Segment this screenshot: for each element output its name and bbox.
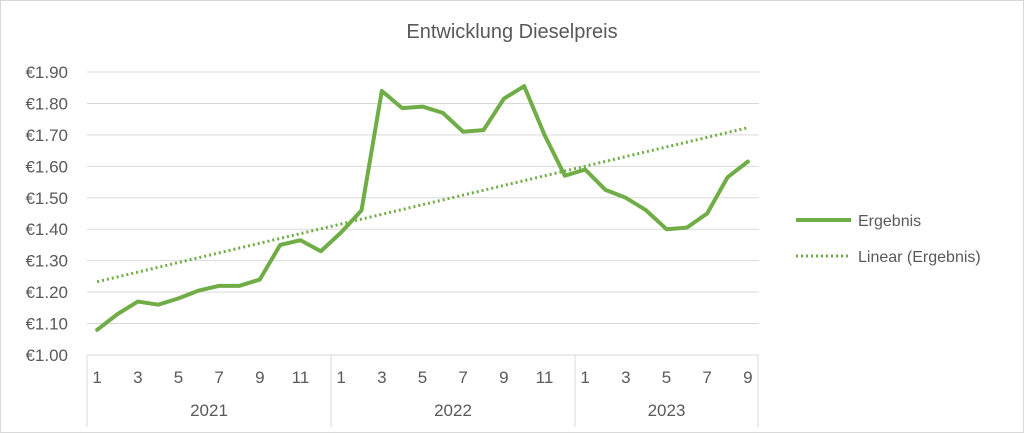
trendline-linear [96,126,749,284]
x-year-label: 2022 [434,401,472,420]
y-tick-label: €1.40 [25,220,68,239]
y-tick-label: €1.90 [25,63,68,82]
x-tick-label: 1 [92,368,101,387]
x-tick-label: 7 [702,368,711,387]
y-tick-label: €1.60 [25,157,68,176]
x-tick-label: 3 [621,368,630,387]
x-tick-label: 5 [662,368,671,387]
y-axis: €1.00 €1.10 €1.20 €1.30 €1.40 €1.50 €1.60 €1.70… [25,63,68,365]
x-tick-label: 5 [418,368,427,387]
legend-label-ergebnis: Ergebnis [858,213,921,230]
plot-area [95,84,750,332]
y-tick-label: €1.30 [25,252,68,271]
x-tick-label: 7 [458,368,467,387]
x-tick-label: 7 [214,368,223,387]
legend-label-linear: Linear (Ergebnis) [858,249,981,266]
x-tick-label: 1 [580,368,589,387]
x-tick-label: 3 [377,368,386,387]
y-tick-label: €1.00 [25,346,68,365]
x-tick-label: 11 [536,368,554,387]
x-tick-label: 9 [255,368,264,387]
x-tick-label: 11 [292,368,310,387]
x-tick-label: 5 [174,368,183,387]
x-tick-label: 9 [499,368,508,387]
x-year-label: 2021 [190,401,228,420]
x-tick-label: 3 [133,368,142,387]
legend: Ergebnis Linear (Ergebnis) [796,213,981,266]
x-year-label: 2023 [648,401,686,420]
x-tick-label: 9 [743,368,752,387]
y-tick-label: €1.20 [25,283,68,302]
x-tick-label: 1 [336,368,345,387]
y-tick-label: €1.80 [25,94,68,113]
series-line-ergebnis [95,84,750,332]
y-tick-label: €1.10 [25,315,68,334]
chart-title: Entwicklung Dieselpreis [406,21,617,43]
y-tick-label: €1.50 [25,189,68,208]
gridlines [87,71,759,356]
y-tick-label: €1.70 [25,126,68,145]
